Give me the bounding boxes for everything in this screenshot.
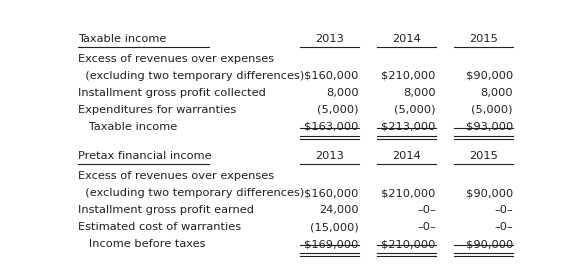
- Text: Taxable income: Taxable income: [78, 122, 177, 132]
- Text: (5,000): (5,000): [317, 105, 359, 115]
- Text: $160,000: $160,000: [304, 188, 359, 198]
- Text: $90,000: $90,000: [466, 70, 513, 80]
- Text: 2015: 2015: [469, 151, 498, 161]
- Text: Estimated cost of warranties: Estimated cost of warranties: [78, 222, 241, 232]
- Text: $163,000: $163,000: [304, 122, 359, 132]
- Text: 2014: 2014: [392, 34, 421, 44]
- Text: 2014: 2014: [392, 151, 421, 161]
- Text: $210,000: $210,000: [381, 239, 436, 249]
- Text: $213,000: $213,000: [381, 122, 436, 132]
- Text: (5,000): (5,000): [472, 105, 513, 115]
- Text: Income before taxes: Income before taxes: [78, 239, 205, 249]
- Text: (5,000): (5,000): [394, 105, 436, 115]
- Text: –0–: –0–: [494, 205, 513, 215]
- Text: $210,000: $210,000: [381, 188, 436, 198]
- Text: Installment gross profit collected: Installment gross profit collected: [78, 87, 266, 97]
- Text: $93,000: $93,000: [466, 122, 513, 132]
- Text: –0–: –0–: [494, 222, 513, 232]
- Text: $210,000: $210,000: [381, 70, 436, 80]
- Text: 8,000: 8,000: [403, 87, 436, 97]
- Text: $169,000: $169,000: [304, 239, 359, 249]
- Text: (excluding two temporary differences): (excluding two temporary differences): [78, 188, 304, 198]
- Text: Installment gross profit earned: Installment gross profit earned: [78, 205, 254, 215]
- Text: 8,000: 8,000: [480, 87, 513, 97]
- Text: Taxable income: Taxable income: [78, 34, 166, 44]
- Text: $90,000: $90,000: [466, 188, 513, 198]
- Text: 24,000: 24,000: [319, 205, 359, 215]
- Text: Pretax financial income: Pretax financial income: [78, 151, 211, 161]
- Text: 2013: 2013: [315, 151, 344, 161]
- Text: Expenditures for warranties: Expenditures for warranties: [78, 105, 236, 115]
- Text: 2015: 2015: [469, 34, 498, 44]
- Text: –0–: –0–: [417, 222, 436, 232]
- Text: $160,000: $160,000: [304, 70, 359, 80]
- Text: 2013: 2013: [315, 34, 344, 44]
- Text: –0–: –0–: [417, 205, 436, 215]
- Text: Excess of revenues over expenses: Excess of revenues over expenses: [78, 53, 274, 63]
- Text: Excess of revenues over expenses: Excess of revenues over expenses: [78, 171, 274, 181]
- Text: (15,000): (15,000): [310, 222, 359, 232]
- Text: 8,000: 8,000: [326, 87, 359, 97]
- Text: $90,000: $90,000: [466, 239, 513, 249]
- Text: (excluding two temporary differences): (excluding two temporary differences): [78, 70, 304, 80]
